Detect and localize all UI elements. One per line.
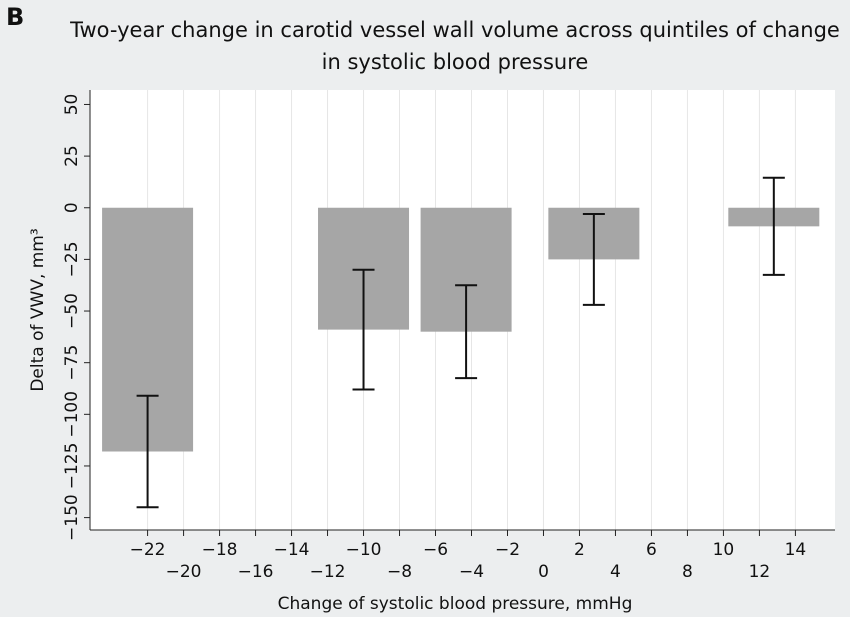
y-tick-label: 25 <box>62 145 82 167</box>
y-tick-label: −125 <box>62 443 82 490</box>
x-tick-label: −14 <box>274 540 310 560</box>
x-tick-label: 12 <box>749 562 771 582</box>
x-tick-label: −6 <box>423 540 448 560</box>
y-axis-label: Delta of VWV, mm³ <box>28 228 48 391</box>
x-tick-label: −18 <box>202 540 238 560</box>
x-tick-label: −22 <box>130 540 166 560</box>
y-tick-label: 50 <box>62 94 82 116</box>
x-tick-label: 4 <box>610 562 621 582</box>
chart-title: Two-year change in carotid vessel wall v… <box>69 18 840 42</box>
y-tick-label: 0 <box>62 202 82 213</box>
x-tick-label: −4 <box>459 562 484 582</box>
x-tick-label: 14 <box>785 540 807 560</box>
x-tick-label: 0 <box>538 562 549 582</box>
x-tick-label: −16 <box>238 562 274 582</box>
x-tick-label: −12 <box>310 562 346 582</box>
x-axis-label: Change of systolic blood pressure, mmHg <box>278 594 633 614</box>
y-tick-label: −100 <box>62 391 82 438</box>
x-tick-label: 2 <box>574 540 585 560</box>
x-tick-label: 8 <box>682 562 693 582</box>
x-tick-label: −20 <box>166 562 202 582</box>
chart-title: in systolic blood pressure <box>322 50 589 74</box>
x-tick-label: −2 <box>495 540 520 560</box>
x-tick-label: −10 <box>346 540 382 560</box>
x-tick-label: 10 <box>713 540 735 560</box>
x-tick-label: 6 <box>646 540 657 560</box>
y-tick-label: −150 <box>62 494 82 541</box>
y-tick-label: −50 <box>62 293 82 329</box>
x-tick-label: −8 <box>387 562 412 582</box>
panel-label: B <box>6 3 24 31</box>
y-tick-label: −25 <box>62 241 82 277</box>
y-tick-label: −75 <box>62 345 82 381</box>
